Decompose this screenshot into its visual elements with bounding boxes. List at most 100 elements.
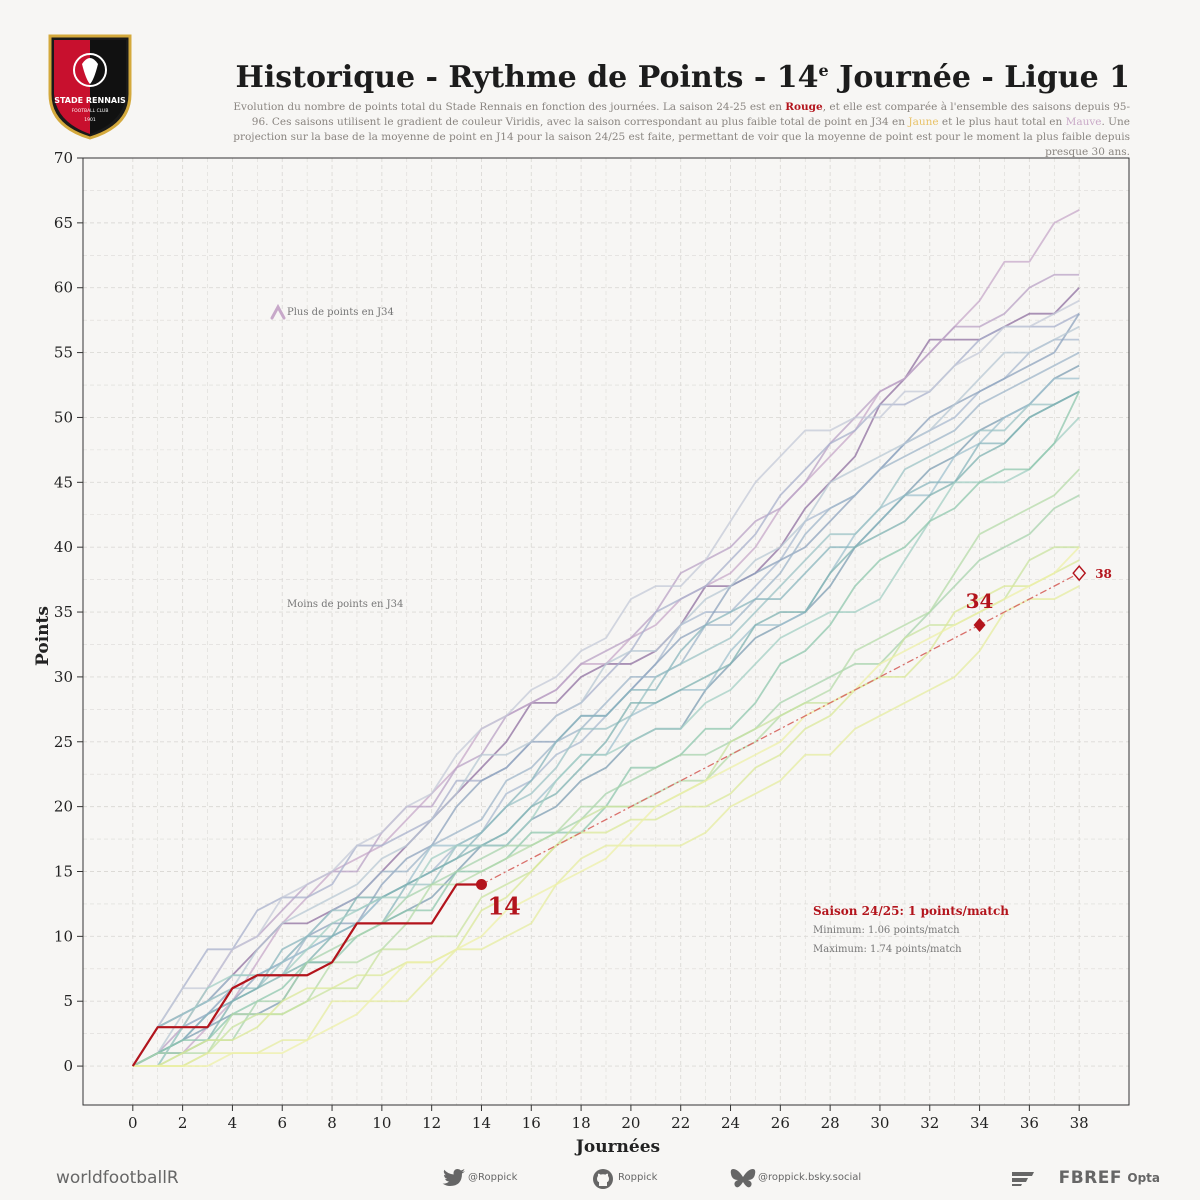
x-tick-label: 24 [721, 1114, 740, 1132]
y-tick-label: 35 [54, 603, 73, 621]
y-tick-label: 60 [54, 279, 73, 297]
season-line-14 [132, 390, 1080, 1067]
title-main: Historique - Rythme de Points - 14 [235, 60, 819, 95]
subtitle-mauve: Mauve [1065, 116, 1102, 128]
subtitle-part-3: et le plus haut total en [938, 116, 1066, 128]
season-line-9 [132, 325, 1080, 1067]
x-tick-label: 18 [572, 1114, 591, 1132]
x-tick-label: 14 [472, 1114, 491, 1132]
x-tick-label: 20 [621, 1114, 640, 1132]
subtitle-rouge: Rouge [785, 101, 823, 113]
current-season-line [131, 883, 482, 1067]
x-tick-label: 28 [821, 1114, 840, 1132]
arrow-bottom-label: Moins de points en J34 [287, 599, 403, 610]
y-tick-label: 70 [54, 149, 73, 167]
season-line-4 [132, 312, 1080, 1067]
github-icon [593, 1169, 613, 1189]
x-tick-label: 26 [771, 1114, 790, 1132]
x-tick-label: 16 [522, 1114, 541, 1132]
crest-sub: FOOTBALL CLUB [72, 108, 109, 114]
plot-frame [82, 157, 1130, 1106]
current-season-point [475, 878, 487, 890]
y-tick-label: 55 [54, 344, 73, 362]
x-tick-label: 8 [327, 1114, 337, 1132]
y-axis-label: Points [33, 606, 53, 666]
x-tick-label: 30 [870, 1114, 889, 1132]
season-line-17 [132, 494, 1080, 1067]
crest-name: STADE RENNAIS [54, 96, 126, 105]
x-tick-label: 10 [372, 1114, 391, 1132]
subtitle-part-1: Evolution du nombre de points total du S… [233, 101, 786, 113]
y-tick-label: 25 [54, 733, 73, 751]
season-line-12 [132, 390, 1080, 1067]
x-tick-label: 2 [178, 1114, 188, 1132]
grid-lines [83, 157, 1129, 1105]
projection-marker-j38 [1072, 565, 1087, 582]
season-line-21 [132, 585, 1080, 1067]
arrow-top-label: Plus de points en J34 [287, 307, 394, 318]
x-tick-label: 32 [920, 1114, 939, 1132]
chart-title: Historique - Rythme de Points - 14e Jour… [236, 60, 1130, 95]
points-chart: 0 2 4 6 8 10 12 14 16 18 20 22 24 26 28 30 32 34 36 38 0510… [33, 149, 1130, 1157]
x-tick-label: 36 [1020, 1114, 1039, 1132]
title-end: Journée - Ligue 1 [828, 60, 1130, 95]
season-line-19 [132, 546, 1080, 1067]
y-tick-label: 0 [63, 1057, 73, 1075]
twitter-handle: @Roppick [468, 1172, 518, 1183]
x-tick-label: 6 [277, 1114, 287, 1132]
y-tick-label: 15 [54, 862, 73, 880]
stats-min: Minimum: 1.06 points/match [813, 925, 960, 936]
season-line-8 [132, 351, 1080, 1067]
bluesky-icon [730, 1169, 756, 1188]
subtitle-part-2: , et elle est comparée à l'ensemble des … [251, 101, 1130, 128]
x-axis-ticks: 0 2 4 6 8 10 12 14 16 18 20 22 24 26 28 30 32 34 36 38 [128, 1105, 1089, 1132]
github-handle: Roppick [618, 1172, 658, 1183]
x-tick-label: 12 [422, 1114, 441, 1132]
x-tick-label: 38 [1070, 1114, 1089, 1132]
historical-seasons [132, 209, 1081, 1067]
subtitle-jaune: Jaune [908, 116, 939, 128]
y-tick-label: 40 [54, 538, 73, 556]
season-line-15 [132, 416, 1080, 1067]
twitter-icon [442, 1169, 465, 1186]
season-line-20 [132, 559, 1080, 1067]
y-axis-ticks: 0 5 10 15 20 25 30 35 40 45 50 55 60 65 70 [54, 149, 83, 1075]
y-tick-label: 65 [54, 214, 73, 232]
brand-worldfootballr: worldfootballR [56, 1168, 179, 1188]
chart-subtitle: Evolution du nombre de points total du S… [230, 100, 1130, 160]
season-line-3 [132, 273, 1080, 1067]
y-tick-label: 30 [54, 668, 73, 686]
j34-projection-label: 34 [966, 589, 994, 613]
source-fbref: FBREF [1058, 1168, 1122, 1188]
current-season-layer [131, 878, 487, 1067]
x-tick-label: 4 [228, 1114, 238, 1132]
season-line-22 [132, 546, 1080, 1067]
x-tick-label: 0 [128, 1114, 138, 1132]
projection-layer [481, 565, 1087, 886]
j38-projection-label: 38 [1095, 567, 1112, 581]
footer: worldfootballR @Roppick Roppick @roppick… [0, 1160, 1200, 1200]
projection-marker-j34 [973, 618, 986, 633]
gradient-arrow [270, 303, 286, 603]
stade-rennais-crest-logo: STADE RENNAIS FOOTBALL CLUB 1901 [48, 34, 132, 140]
stats-title: Saison 24/25: 1 points/match [813, 904, 1009, 918]
season-line-13 [132, 390, 1080, 1067]
source-opta: Opta [1127, 1171, 1160, 1185]
subtitle-part-4: . Une projection sur la base de la moyen… [233, 116, 1130, 158]
season-line-6 [132, 299, 1080, 1067]
stats-max: Maximum: 1.74 points/match [813, 944, 962, 955]
current-value-label: 14 [487, 891, 520, 920]
fbref-logo-icon [1012, 1172, 1034, 1186]
y-tick-label: 20 [54, 798, 73, 816]
crest-year: 1901 [84, 117, 96, 123]
y-tick-label: 50 [54, 408, 73, 426]
arrow-head [270, 303, 286, 320]
title-sup: e [818, 61, 829, 80]
y-tick-label: 10 [54, 927, 73, 945]
y-tick-label: 45 [54, 473, 73, 491]
bluesky-handle: @roppick.bsky.social [758, 1172, 862, 1183]
x-tick-label: 22 [671, 1114, 690, 1132]
x-axis-label: Journées [574, 1137, 660, 1157]
x-tick-label: 34 [970, 1114, 989, 1132]
y-tick-label: 5 [63, 992, 73, 1010]
